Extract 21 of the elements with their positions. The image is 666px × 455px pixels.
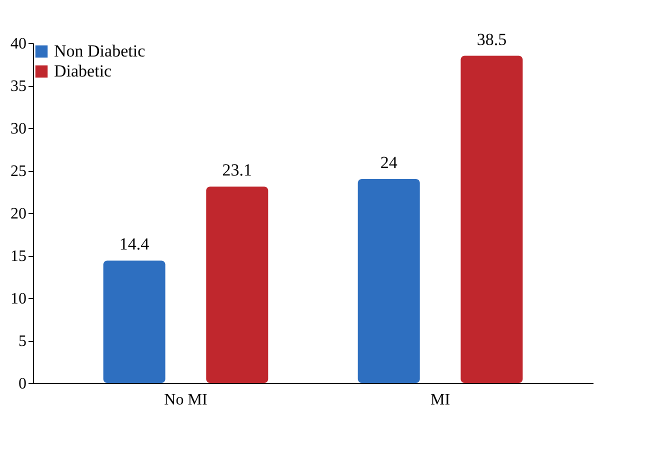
data-label: 14.4 — [119, 234, 150, 254]
y-tick-label: 5 — [18, 333, 26, 350]
y-tick-label: 10 — [10, 290, 26, 308]
bar — [206, 186, 268, 383]
y-tick-label: 0 — [18, 376, 26, 392]
y-tick-label: 40 — [10, 36, 26, 52]
data-label: 38.5 — [476, 30, 507, 49]
x-tick-label: No MI — [164, 392, 208, 408]
bar — [460, 56, 523, 383]
y-tick-label: 20 — [10, 206, 26, 222]
x-tick-label: MI — [430, 392, 450, 408]
y-tick-label: 25 — [10, 163, 26, 180]
y-tick-label: 15 — [10, 248, 26, 265]
bar — [103, 260, 166, 383]
y-tick-label: 30 — [10, 120, 26, 138]
legend-label: Non Diabetic — [54, 42, 146, 60]
bar — [358, 179, 420, 383]
legend-label: Diabetic — [54, 62, 112, 80]
y-tick-label: 35 — [10, 78, 26, 95]
data-label: 24 — [380, 153, 398, 172]
data-label: 23.1 — [222, 160, 252, 180]
